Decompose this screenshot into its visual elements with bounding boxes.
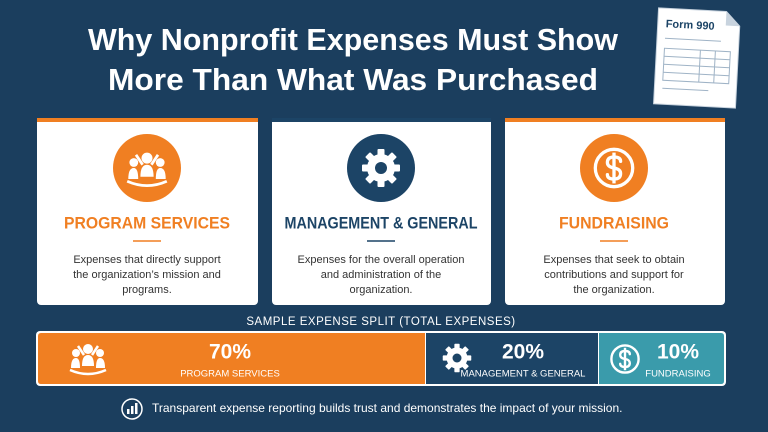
split-bar: [36, 331, 726, 386]
card: FUNDRAISING Expenses that seek to obtain…: [505, 118, 725, 305]
title-line: More Than What Was Purchased: [108, 62, 598, 97]
card-text: contributions and support for: [544, 269, 684, 281]
card-text: organization.: [350, 284, 413, 296]
card-heading: PROGRAM SERVICES: [64, 213, 230, 232]
card: MANAGEMENT & GENERAL Expenses for the ov…: [272, 118, 491, 305]
split-title: SAMPLE EXPENSE SPLIT (TOTAL EXPENSES): [246, 316, 515, 328]
card: PROGRAM SERVICES Expenses that directly …: [37, 118, 258, 305]
form-label: Form 990: [665, 18, 714, 33]
card-text: Expenses that directly support: [73, 254, 220, 266]
title-line: Why Nonprofit Expenses Must Show: [88, 22, 619, 57]
segment-percent: 10%: [657, 341, 699, 364]
footer-icon: [121, 398, 143, 420]
card-heading: FUNDRAISING: [559, 213, 669, 232]
segment-percent: 70%: [209, 341, 251, 364]
footer-text: Transparent expense reporting builds tru…: [152, 401, 622, 415]
card-text: the organization.: [573, 284, 654, 296]
card-text: programs.: [122, 284, 172, 296]
card-text: and administration of the: [321, 269, 441, 281]
segment-label: PROGRAM SERVICES: [180, 369, 280, 380]
card-heading: MANAGEMENT & GENERAL: [285, 213, 478, 232]
card-text: Expenses that seek to obtain: [543, 254, 684, 266]
form-icon: Form 990: [653, 7, 741, 109]
segment-label: FUNDRAISING: [645, 369, 710, 380]
segment-percent: 20%: [502, 341, 544, 364]
card-text: Expenses for the overall operation: [298, 254, 465, 266]
segment-label: MANAGEMENT & GENERAL: [461, 369, 586, 380]
card-text: the organization’s mission and: [73, 269, 221, 281]
